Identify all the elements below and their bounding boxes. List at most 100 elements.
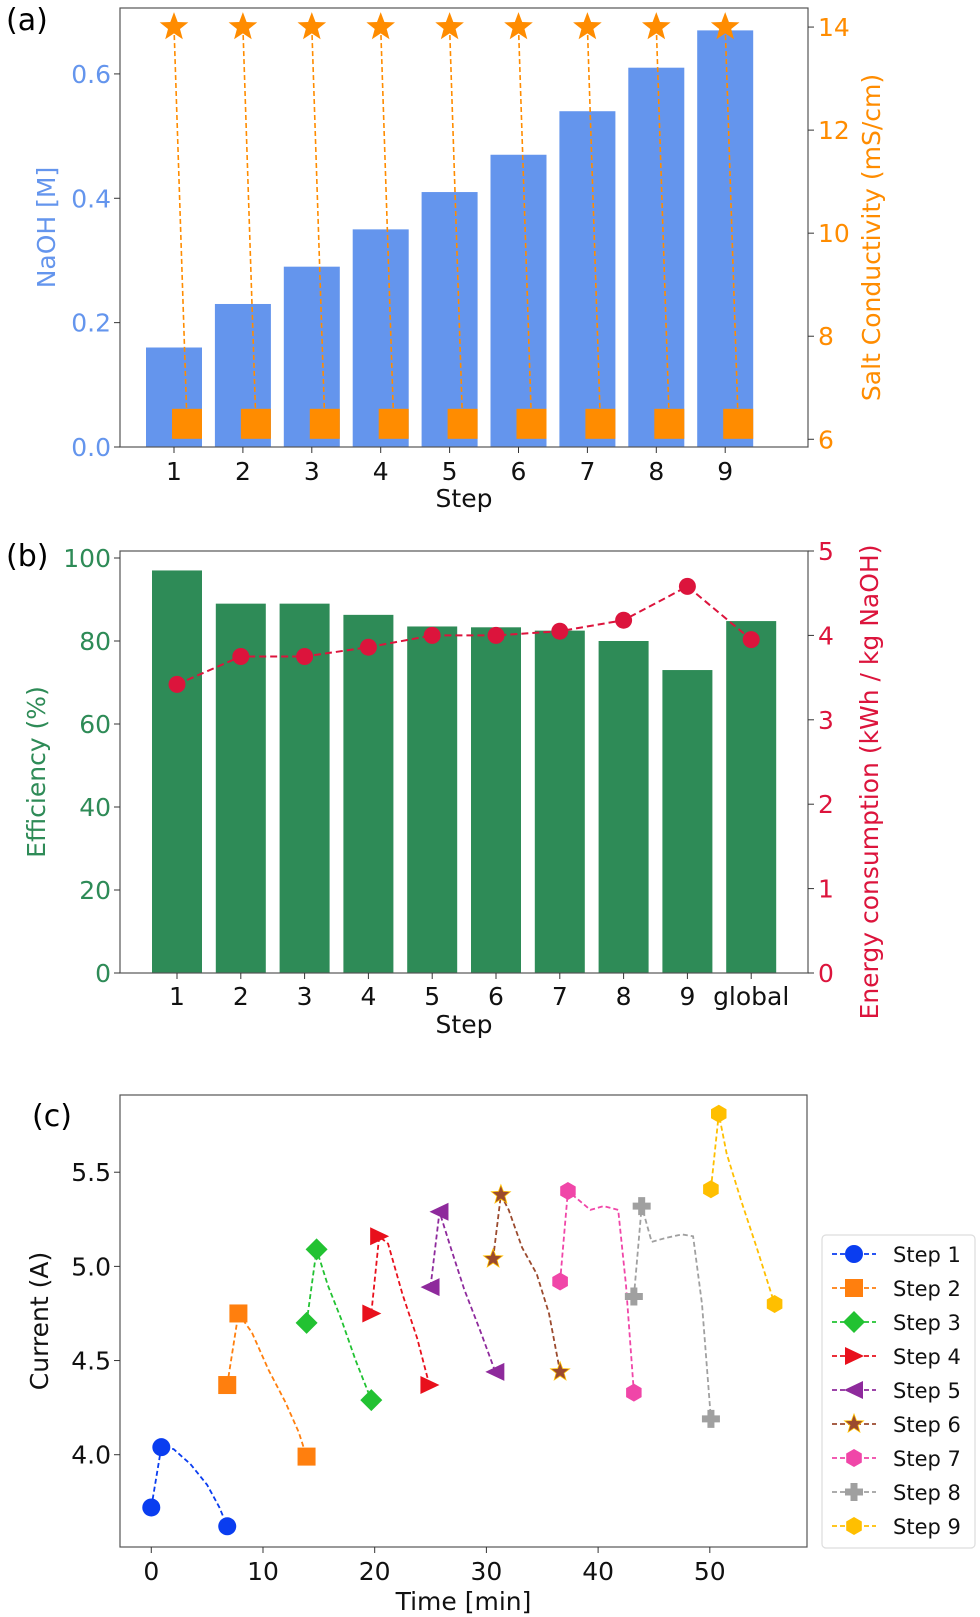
current-marker-step-7 bbox=[560, 1182, 576, 1200]
current-marker-step-8 bbox=[632, 1197, 651, 1216]
x-axis-tick-label: 30 bbox=[470, 1557, 502, 1586]
naoh-bar bbox=[697, 30, 754, 448]
left-axis-label: NaOH [M] bbox=[32, 167, 61, 289]
current-marker-step-7 bbox=[626, 1383, 642, 1402]
x-axis-tick-label: 10 bbox=[247, 1557, 279, 1586]
legend-marker bbox=[844, 1381, 863, 1399]
conductivity-end-square bbox=[447, 408, 478, 439]
panel-b: 0 20 40 60 80 100 0 1 2 3 4 5 1 2 3 4 5 6 7 8 9 global Step Eff… bbox=[22, 537, 884, 1039]
efficiency-bar bbox=[215, 603, 266, 973]
current-line-step-5 bbox=[429, 1211, 497, 1373]
x-axis-tick-label: 6 bbox=[488, 982, 504, 1011]
current-line-step-8 bbox=[633, 1205, 712, 1419]
x-axis-label: Step bbox=[436, 484, 493, 513]
x-axis-tick-label: 6 bbox=[511, 457, 527, 486]
conductivity-end-square bbox=[585, 408, 616, 439]
x-axis-tick-label: 1 bbox=[166, 457, 182, 486]
x-axis-tick-label: 2 bbox=[233, 982, 249, 1011]
left-axis-tick-label: 80 bbox=[79, 627, 111, 656]
conductivity-end-square bbox=[309, 408, 340, 439]
legend-box bbox=[821, 1234, 976, 1549]
right-axis-label: Energy consumption (kWh / kg NaOH) bbox=[855, 545, 884, 1020]
naoh-bar bbox=[628, 67, 685, 447]
right-axis-tick-label: 1 bbox=[818, 875, 834, 904]
naoh-bar bbox=[421, 192, 478, 447]
panel-c: 4.0 4.5 5.0 5.5 0 10 20 30 40 50 Time [min] Current… bbox=[25, 1094, 976, 1616]
plot-frame bbox=[119, 1094, 808, 1548]
energy-consumption-point bbox=[296, 648, 314, 665]
current-marker-step-9 bbox=[711, 1104, 727, 1123]
efficiency-bar bbox=[471, 627, 521, 973]
legend: Step 1 Step 2 Step 3 Step 4 Step 5 Step 6 Step… bbox=[821, 1234, 976, 1549]
conductivity-dashed-line bbox=[379, 27, 395, 424]
right-axis-tick-label: 4 bbox=[818, 621, 834, 650]
legend-label: Step 3 bbox=[893, 1311, 961, 1335]
conductivity-dashed-line bbox=[242, 27, 257, 424]
right-axis-tick-label: 2 bbox=[818, 790, 834, 819]
panel-label-c: (c) bbox=[32, 1099, 72, 1134]
efficiency-bar bbox=[726, 621, 777, 973]
legend-label: Step 8 bbox=[893, 1481, 961, 1505]
left-axis-tick-label: 0.6 bbox=[71, 60, 111, 89]
legend-label: Step 9 bbox=[893, 1515, 961, 1539]
conductivity-start-star bbox=[710, 12, 740, 40]
energy-consumption-point bbox=[615, 611, 633, 629]
conductivity-dashed-line bbox=[517, 27, 533, 424]
legend-label: Step 2 bbox=[893, 1277, 961, 1301]
conductivity-start-star bbox=[228, 12, 258, 40]
current-marker-step-5 bbox=[429, 1202, 449, 1221]
energy-consumption-point bbox=[678, 577, 696, 595]
y-axis-tick-label: 4.0 bbox=[71, 1441, 111, 1470]
right-axis-tick-label: 5 bbox=[818, 537, 834, 566]
energy-consumption-point bbox=[232, 648, 250, 665]
conductivity-end-square bbox=[378, 408, 409, 439]
current-line-step-4 bbox=[370, 1234, 431, 1386]
x-axis-tick-label: 3 bbox=[297, 982, 313, 1011]
legend-label: Step 7 bbox=[893, 1447, 961, 1471]
energy-consumption-line bbox=[176, 585, 752, 686]
current-line-step-1 bbox=[150, 1446, 229, 1527]
x-axis-tick-label: global bbox=[713, 982, 789, 1011]
x-axis-tick-label: 50 bbox=[694, 1557, 726, 1586]
x-axis-tick-label: 9 bbox=[717, 457, 733, 486]
right-axis-tick-label: 3 bbox=[818, 706, 834, 735]
x-axis-tick-label: 8 bbox=[616, 982, 632, 1011]
conductivity-start-star bbox=[159, 12, 189, 40]
energy-consumption-point bbox=[423, 626, 441, 644]
x-axis-tick-label: 5 bbox=[442, 457, 458, 486]
left-axis-tick-label: 40 bbox=[79, 793, 111, 822]
left-axis-tick-label: 0.2 bbox=[71, 309, 111, 338]
legend-marker bbox=[846, 1449, 862, 1467]
legend-marker bbox=[845, 1279, 863, 1297]
x-axis-tick-label: 9 bbox=[679, 982, 695, 1011]
current-marker-step-4 bbox=[420, 1376, 440, 1395]
left-axis-tick-label: 20 bbox=[79, 876, 111, 905]
energy-consumption-point bbox=[487, 626, 505, 644]
conductivity-end-square bbox=[654, 408, 685, 439]
legend-marker bbox=[843, 1311, 865, 1333]
y-axis-label: Current (A) bbox=[25, 1252, 54, 1390]
current-marker-step-2 bbox=[229, 1304, 248, 1323]
current-line-step-2 bbox=[226, 1311, 308, 1457]
plot-frame bbox=[119, 550, 809, 974]
x-axis-tick-label: 2 bbox=[235, 457, 251, 486]
efficiency-bar bbox=[662, 670, 713, 973]
current-marker-step-9 bbox=[703, 1180, 719, 1199]
legend-label: Step 6 bbox=[893, 1413, 961, 1437]
current-line-step-3 bbox=[305, 1249, 373, 1401]
x-axis-tick-label: 3 bbox=[304, 457, 320, 486]
legend-label: Step 4 bbox=[893, 1345, 961, 1369]
panel-label-a: (a) bbox=[6, 3, 48, 38]
right-axis-tick-label: 0 bbox=[818, 959, 834, 988]
y-axis-tick-label: 4.5 bbox=[71, 1347, 111, 1376]
conductivity-dashed-line bbox=[586, 27, 602, 424]
x-axis-tick-label: 7 bbox=[579, 457, 595, 486]
current-line-step-7 bbox=[559, 1189, 635, 1393]
conductivity-start-star bbox=[573, 12, 602, 40]
current-marker-step-5 bbox=[485, 1362, 505, 1381]
current-marker-step-5 bbox=[420, 1278, 440, 1297]
plot-frame bbox=[119, 7, 809, 448]
energy-consumption-point bbox=[359, 638, 377, 656]
